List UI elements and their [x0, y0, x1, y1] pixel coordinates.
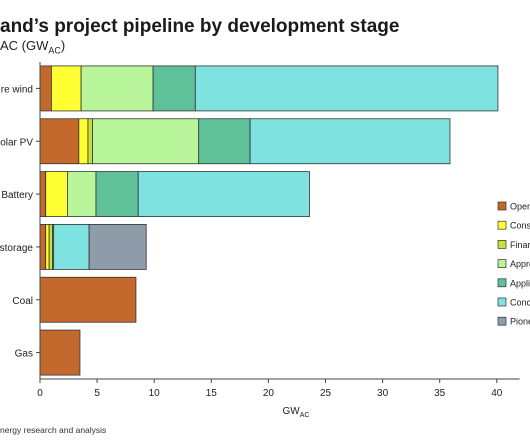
bar-segment-pione	[88, 224, 147, 270]
y-tick-label: Gas	[15, 349, 33, 360]
chart-subtitle: AC (GWAC)	[0, 38, 65, 56]
bar-segment-oper	[39, 171, 47, 217]
y-tick-label: Battery	[1, 190, 33, 201]
bar-segment-oper	[39, 118, 80, 165]
bar-segment-const	[45, 171, 68, 217]
legend-swatch	[497, 259, 507, 268]
subtitle-main: AC (GW	[0, 38, 49, 53]
legend-swatch	[497, 201, 507, 211]
bar-segment-appli	[198, 118, 251, 165]
chart-legend: Oper Const Finar Appro Appli Conc Pione	[497, 201, 530, 327]
bar-segment-finar	[87, 118, 93, 165]
legend-label: Pione	[510, 317, 530, 327]
x-tick-label: 10	[149, 388, 161, 399]
legend-label: Finar	[510, 240, 530, 250]
bar-segment-appro	[67, 171, 97, 217]
bar-segment-oper	[39, 329, 81, 376]
legend-swatch	[497, 316, 507, 326]
bar-segment-appli	[152, 65, 196, 112]
x-tick-label: 5	[94, 388, 100, 399]
x-tick-label: 40	[491, 388, 503, 399]
y-tick-label: olar PV	[0, 137, 33, 148]
legend-swatch	[497, 220, 507, 230]
legend-label: Conc	[510, 298, 530, 308]
subtitle-tail: )	[60, 38, 66, 53]
legend-swatch	[497, 278, 507, 288]
x-tick-label: 35	[434, 388, 446, 399]
bar-segment-oper	[39, 65, 52, 112]
bar-segment-conc	[53, 224, 90, 270]
x-tick-label: 15	[206, 388, 218, 399]
bar-segment-conc	[249, 118, 451, 165]
legend-label: Oper	[510, 202, 530, 212]
chart-title: and’s project pipeline by development st…	[0, 16, 400, 37]
legend-label: Const	[510, 221, 530, 231]
legend-swatch	[497, 297, 507, 307]
legend-swatch	[497, 240, 507, 249]
bar-segment-appli	[95, 171, 139, 217]
legend-label: Appro	[510, 259, 530, 269]
bar-segment-const	[51, 65, 82, 112]
y-tick-label: re wind	[1, 84, 33, 95]
footnote: nergy research and analysis	[0, 425, 107, 435]
x-axis-label: GWAC	[283, 406, 310, 419]
bar-segment-const	[78, 118, 89, 165]
bar-segment-const	[45, 224, 50, 270]
bar-segment-appro	[92, 118, 200, 165]
legend-label: Appli	[510, 278, 530, 288]
bar-segment-oper	[39, 224, 47, 270]
bar-segment-oper	[39, 276, 137, 323]
bar-segment-conc	[137, 171, 310, 217]
x-tick-label: 25	[320, 388, 332, 399]
bar-segment-finar	[48, 224, 53, 270]
x-tick-label: 0	[37, 388, 43, 399]
bar-segment-appro	[80, 65, 154, 112]
chart-axes: re wind olar PV Battery storage Coal Gas 0 5 10 1…	[0, 62, 520, 419]
y-tick-label: Coal	[12, 296, 33, 307]
subtitle-subscript: AC	[48, 45, 61, 56]
y-tick-label: storage	[0, 243, 33, 254]
bar-segment-conc	[194, 65, 499, 112]
bar-marks	[39, 65, 499, 376]
x-tick-label: 30	[377, 388, 389, 399]
x-tick-label: 20	[263, 388, 275, 399]
